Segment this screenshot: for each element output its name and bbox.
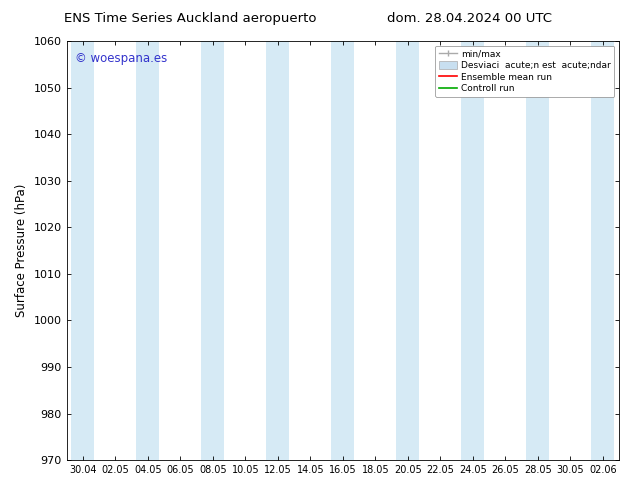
Bar [72, 41, 94, 460]
Legend: min/max, Desviaci  acute;n est  acute;ndar, Ensemble mean run, Controll run: min/max, Desviaci acute;n est acute;ndar… [435, 46, 614, 97]
Bar [396, 41, 419, 460]
Text: © woespana.es: © woespana.es [75, 51, 167, 65]
Bar [202, 41, 224, 460]
Bar [592, 41, 614, 460]
Text: ENS Time Series Auckland aeropuerto: ENS Time Series Auckland aeropuerto [64, 12, 316, 25]
Text: dom. 28.04.2024 00 UTC: dom. 28.04.2024 00 UTC [387, 12, 552, 25]
Bar [266, 41, 289, 460]
Y-axis label: Surface Pressure (hPa): Surface Pressure (hPa) [15, 184, 28, 318]
Bar [136, 41, 159, 460]
Bar [332, 41, 354, 460]
Bar [526, 41, 549, 460]
Bar [462, 41, 484, 460]
